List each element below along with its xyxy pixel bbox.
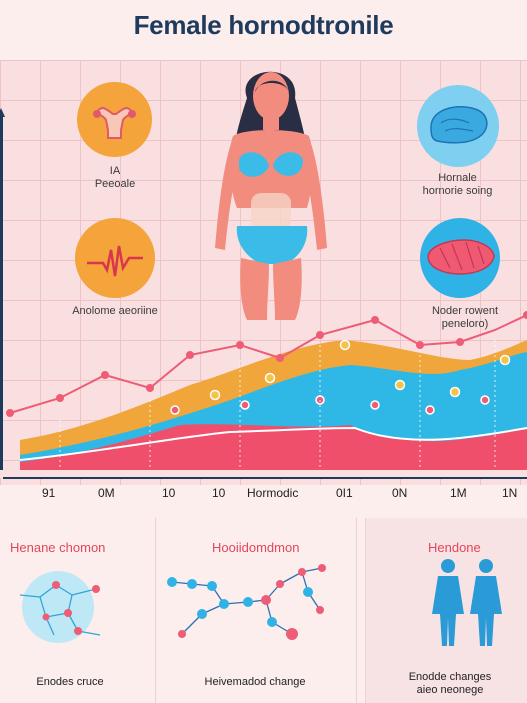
pink-area-point	[370, 400, 380, 410]
left-panel-caption: Enodes cruce	[36, 676, 104, 688]
pink-line-point	[6, 409, 14, 417]
orange-line-point	[394, 379, 406, 391]
x-tick-label: 91	[42, 486, 56, 500]
pink-area-point	[240, 400, 250, 410]
x-tick-label: 1M	[450, 486, 467, 500]
pink-wave-area	[20, 424, 527, 470]
orange-line-point	[264, 372, 276, 384]
x-tick-label: 0I1	[336, 486, 353, 500]
molecule-chain-icon	[167, 564, 326, 640]
organ-icon	[420, 218, 500, 298]
left-panel-title: Henane chomon	[10, 540, 106, 555]
orange-line-point	[449, 386, 461, 398]
right-panel-title: Hendone	[428, 540, 481, 555]
x-tick-label: 0M	[98, 486, 115, 500]
pink-line-point	[316, 331, 324, 339]
y-axis-line	[0, 115, 3, 478]
pink-line-point	[416, 341, 424, 349]
pulse-icon	[75, 218, 155, 298]
x-tick-label: Hormodic	[247, 486, 299, 500]
pink-line-point	[456, 338, 464, 346]
pulse-caption: Anolome aeoriine	[72, 305, 158, 317]
x-tick-label: 1N	[502, 486, 518, 500]
middle-panel-caption: Heivemadod change	[204, 676, 306, 688]
pink-line-point	[523, 311, 527, 319]
x-tick-label: 10	[212, 486, 226, 500]
pink-area-point	[425, 405, 435, 415]
network-molecule-icon	[19, 571, 101, 643]
white-line-low	[19, 426, 527, 461]
orange-line-point	[209, 389, 221, 401]
pink-line-point	[276, 354, 284, 362]
hormone-waves	[0, 311, 527, 479]
pink-area-point	[170, 405, 180, 415]
right-panel-caption: Enodde changes aieo neonege	[408, 671, 492, 696]
liver-brain-icon	[417, 85, 499, 167]
middle-panel-title: Hooiidomdmon	[212, 540, 300, 555]
y-axis-arrow-icon	[0, 108, 5, 117]
woman-figure-illustration	[215, 71, 327, 320]
uterus-icon	[77, 82, 152, 157]
orange-line-point	[499, 354, 511, 366]
pink-line-point	[371, 316, 379, 324]
x-tick-label: 10	[162, 486, 176, 500]
x-tick-label: 0N	[392, 486, 408, 500]
pink-line-point	[146, 384, 154, 392]
orange-line-point	[339, 339, 351, 351]
pink-line-point	[236, 341, 244, 349]
pink-line-point	[101, 371, 109, 379]
organ-caption: Noder rowent peneloro)	[431, 305, 499, 330]
liver-caption: Hornale hornorie soing	[422, 172, 493, 197]
pink-area-point	[480, 395, 490, 405]
page-title: Female hornodtronile	[133, 10, 394, 40]
uterus-caption: IA Peeoale	[94, 165, 136, 190]
pink-line-point	[56, 394, 64, 402]
female-figures-icon	[432, 559, 502, 646]
pink-line-point	[186, 351, 194, 359]
